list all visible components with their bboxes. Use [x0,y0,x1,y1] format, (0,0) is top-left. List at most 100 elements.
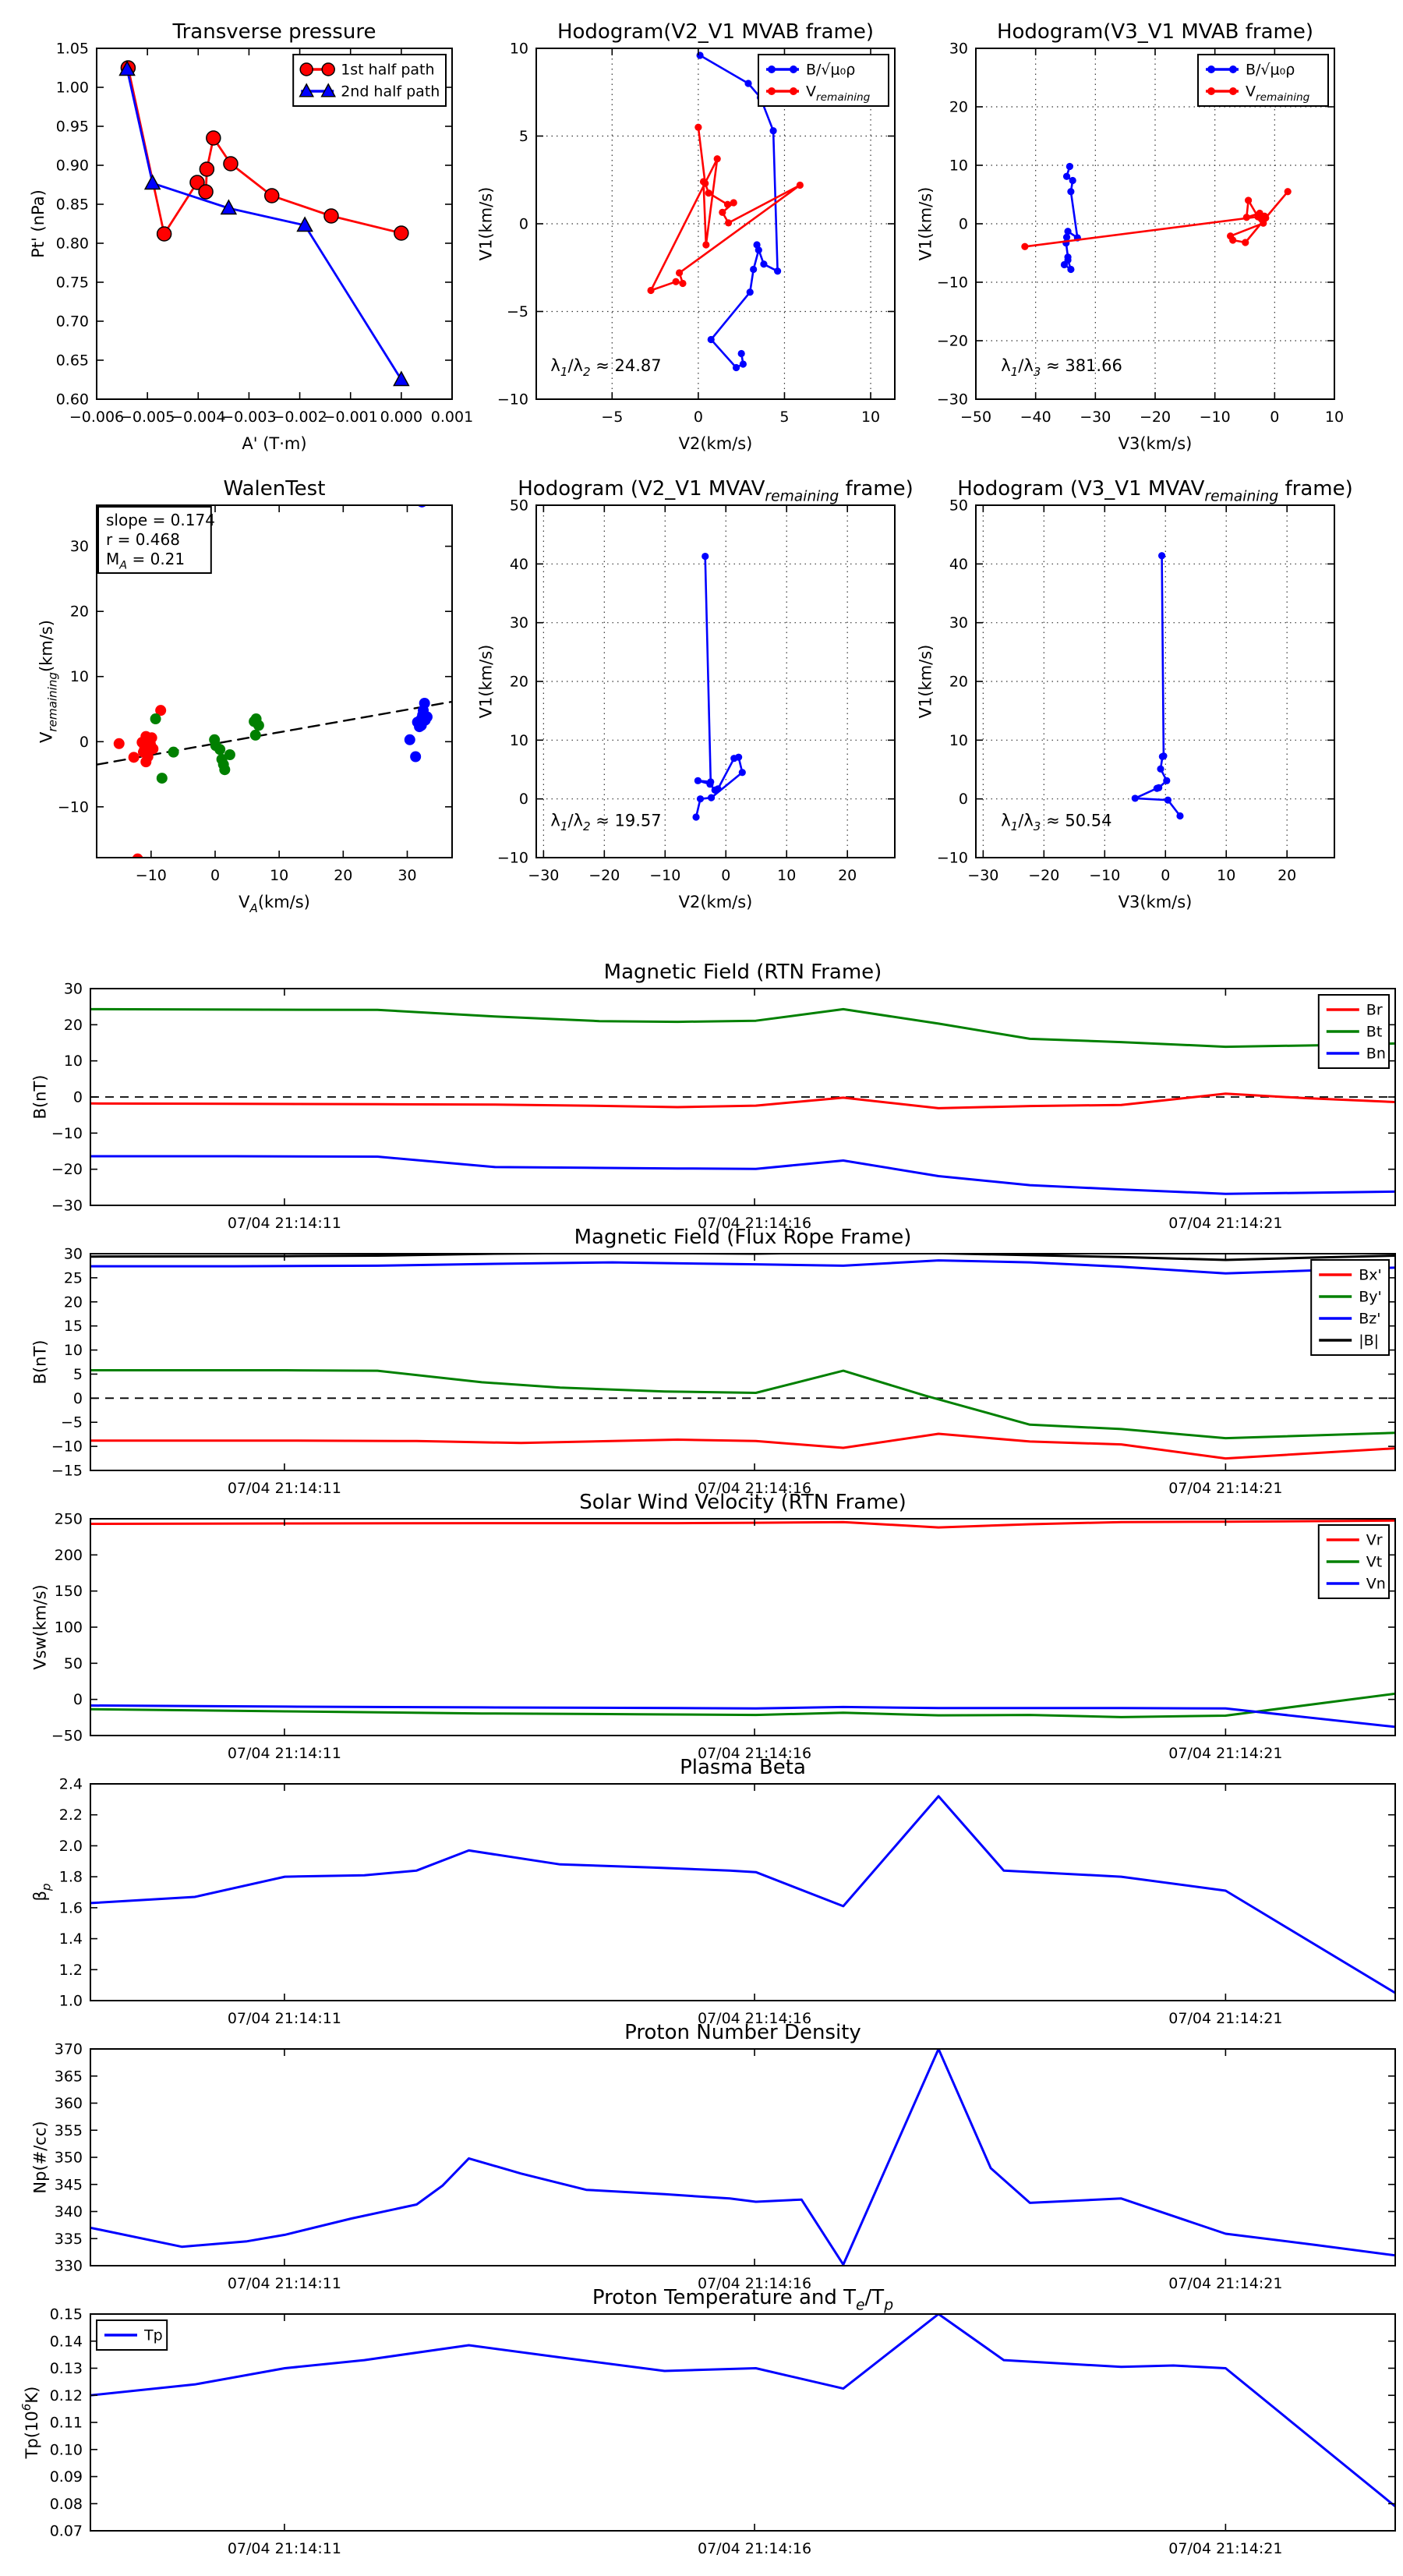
x-tick-label: −30 [1080,409,1111,426]
y-tick-label: 200 [55,1547,83,1564]
panel-title: Magnetic Field (Flux Rope Frame) [574,1226,912,1249]
series-last-third [404,505,433,763]
stats-line: slope = 0.174 [106,511,215,529]
y-tick-label: 10 [949,732,968,749]
y-tick-label: 335 [55,2231,83,2248]
series-group [692,552,746,821]
series-b [692,552,746,821]
legend-label: Vremaining [806,83,871,104]
y-tick-label: 40 [510,556,528,573]
y-axis-label: V1(km/s) [477,187,496,261]
x-tick-label: −10 [649,867,680,884]
axes-border [535,48,896,400]
legend-label: 2nd half path [341,83,440,101]
stats-line: MA = 0.21 [106,550,185,572]
legend: Br Bt Bn [1317,994,1391,1069]
legend: Bx' By' Bz' |B| [1310,1259,1390,1356]
y-tick-label: 345 [55,2176,83,2193]
y-tick-label: 2.2 [59,1806,83,1824]
y-tick-label: 0.07 [50,2523,83,2540]
x-tick-label: −5 [601,409,623,426]
x-tick-label: −10 [1200,409,1231,426]
y-tick-label: 2.0 [59,1838,83,1855]
x-tick-label: 07/04 21:14:16 [698,2010,811,2027]
x-tick-label: −0.003 [221,409,276,426]
legend-label: Br [1366,1002,1383,1019]
x-tick-label: −0.004 [171,409,225,426]
y-tick-label: 25 [64,1269,83,1286]
axes-border [535,504,896,858]
series-tp [90,2314,1395,2508]
x-tick-label: 07/04 21:14:16 [698,2275,811,2292]
axes-border [975,48,1335,400]
y-tick-label: 350 [55,2150,83,2167]
x-tick-label: 10 [1325,409,1344,426]
y-tick-label: −50 [51,1728,83,1745]
y-tick-label: 0 [73,1390,83,1407]
legend-label: Tp [143,2327,163,2344]
series-np [90,2049,1395,2266]
y-tick-label: −30 [51,1198,83,1215]
y-tick-label: 340 [55,2203,83,2220]
stats-line: r = 0.468 [106,530,180,549]
x-tick-label: 20 [1278,867,1296,884]
panel-magnetic-field-rtn: 07/04 21:14:11 07/04 21:14:16 07/04 21:14:… [31,961,1396,1232]
y-axis-label: B(nT) [31,1075,50,1120]
x-tick-label: −20 [588,867,620,884]
y-tick-label: −10 [58,798,89,816]
y-tick-label: −20 [937,333,968,350]
y-tick-label: 10 [510,732,528,749]
axes-border [90,1518,1396,1736]
y-tick-label: −30 [937,391,968,409]
panel-title: Hodogram (V2_V1 MVAVremaining frame) [518,477,914,504]
series-br [90,1092,1395,1109]
series-group [90,1519,1395,1729]
axes-border [96,48,453,400]
x-tick-label: 30 [398,867,416,884]
y-tick-label: −15 [51,1463,83,1480]
series-group [90,1007,1395,1195]
y-axis-label: Tp(106K) [19,2387,41,2460]
y-tick-label: 30 [949,614,968,632]
x-tick-label: 5 [779,409,789,426]
y-tick-label: 150 [55,1583,83,1600]
panel-hodogram-v3v1-mvab: −50 −40 −30 −20 −10 0 10 −30 −20 −10 0 10 20 30 Hodogr… [917,20,1345,453]
y-tick-label: 0.11 [50,2415,83,2432]
axes-border [90,1783,1396,2001]
y-tick-label: 0.15 [50,2306,83,2323]
y-tick-label: 2.4 [59,1776,83,1793]
x-tick-label: 10 [1217,867,1235,884]
y-tick-label: 1.8 [59,1869,83,1886]
y-tick-label: −5 [507,303,528,320]
x-tick-label: −30 [528,867,559,884]
y-tick-label: 0 [80,734,89,751]
y-tick-label: 1.6 [59,1899,83,1916]
y-tick-label: 0 [73,1691,83,1708]
series-b [1060,162,1081,274]
axes-border [90,2048,1396,2266]
series-group [647,51,804,372]
y-axis-label: Vsw(km/s) [31,1584,50,1670]
x-tick-label: −0.001 [323,409,378,426]
y-tick-label: 50 [64,1655,83,1672]
y-tick-label: 1.05 [56,41,89,58]
x-tick-label: −50 [960,409,991,426]
series-group [1131,552,1184,820]
legend-label: |B| [1359,1332,1379,1350]
y-tick-label: 15 [64,1318,83,1335]
y-tick-label: 1.00 [56,80,89,97]
x-tick-label: 10 [861,409,880,426]
x-tick-label: 07/04 21:14:11 [228,1215,341,1232]
series-group [1021,162,1292,274]
panel-title: Plasma Beta [680,1756,806,1779]
y-tick-label: 30 [510,614,528,632]
series-bx- [90,1432,1395,1460]
y-tick-label: 0.95 [56,119,89,136]
y-tick-label: −10 [937,850,968,867]
y-tick-label: −10 [51,1125,83,1142]
x-tick-label: 07/04 21:14:11 [228,1745,341,1762]
series-group [90,2049,1395,2266]
